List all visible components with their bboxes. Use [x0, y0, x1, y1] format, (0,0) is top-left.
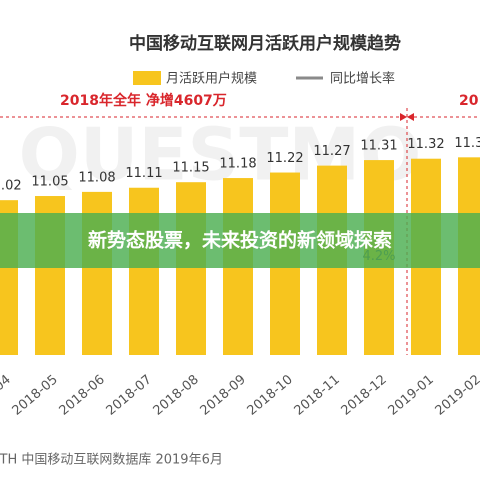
overlay: 新势态股票，未来投资的新领域探索: [0, 213, 480, 268]
value-label: 11.27: [313, 144, 350, 159]
bar: [129, 187, 159, 355]
value-label: 11.11: [125, 166, 162, 181]
value-label: 11.32: [407, 137, 444, 152]
watermark: QUESTMO: [19, 113, 422, 197]
banner-text: 新势态股票，未来投资的新领域探索: [88, 229, 392, 252]
source: UTH 中国移动互联网数据库 2019年6月: [0, 452, 223, 468]
legend-swatch: [133, 71, 161, 85]
value-label: 11.08: [78, 170, 115, 185]
value-label: 11.05: [31, 175, 68, 190]
annotation: 20: [459, 93, 479, 109]
bar: [176, 182, 206, 355]
value-label: 11.31: [360, 139, 397, 154]
banner: [0, 213, 480, 268]
legend-label: 月活跃用户规模: [166, 71, 257, 87]
value-label: 11.02: [0, 179, 22, 194]
value-label: 11.15: [172, 161, 209, 176]
value-label: 11.33: [454, 136, 480, 151]
chart-title: 中国移动互联网月活跃用户规模趋势: [129, 33, 401, 54]
value-label: 11.18: [219, 157, 256, 172]
annotation: 2018年全年 净增4607万: [60, 92, 227, 109]
value-label: 11.22: [266, 151, 303, 166]
legend-label: 同比增长率: [330, 71, 395, 87]
